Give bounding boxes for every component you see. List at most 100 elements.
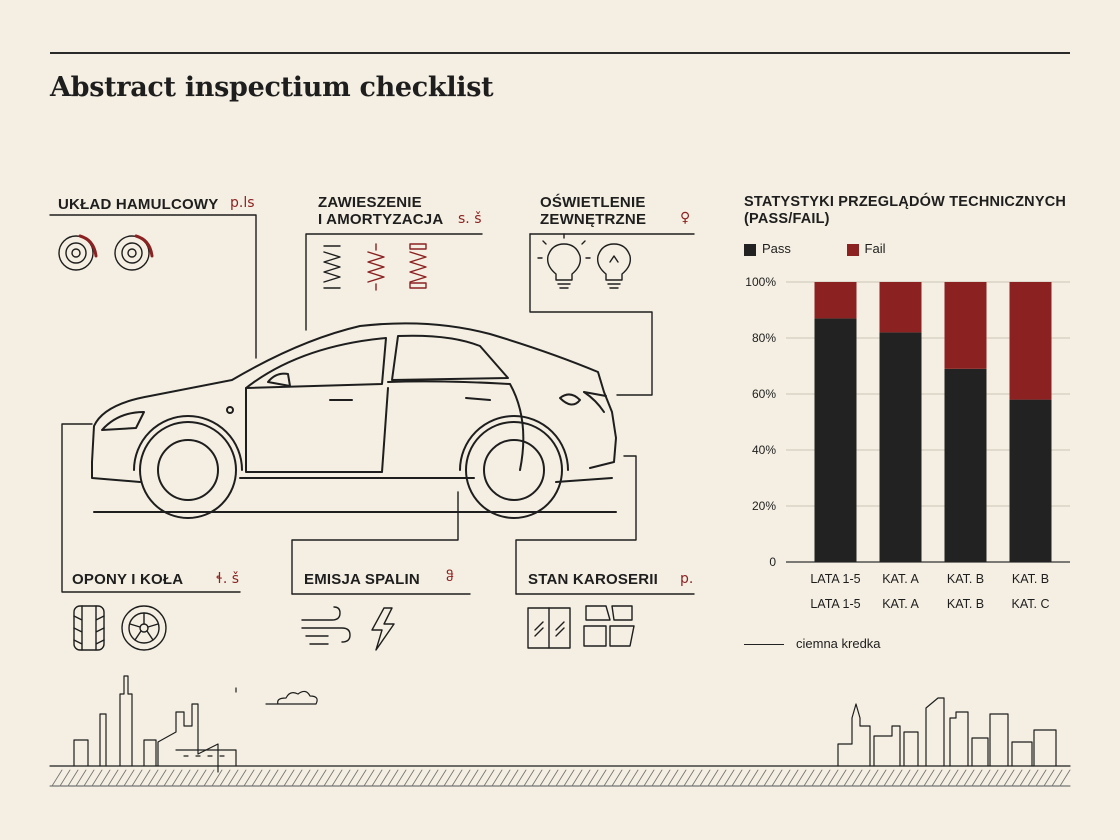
hatch-line: [387, 769, 399, 787]
top-rule: [50, 52, 1070, 54]
section-tires-note: ɬ. š: [216, 571, 240, 587]
legend-item-fail: Fail: [846, 241, 886, 256]
section-suspension-label-line2: I AMORTYZACJA: [318, 211, 444, 228]
hatch-line: [971, 769, 983, 787]
hatch-line: [859, 769, 871, 787]
section-suspension-label: ZAWIESZENIE I AMORTYZACJA: [318, 194, 443, 228]
hatch-line: [963, 769, 975, 787]
hatch-line: [1003, 769, 1015, 787]
hatch-line: [739, 769, 751, 787]
hatch-line: [1051, 769, 1063, 787]
hatch-line: [339, 769, 351, 787]
hatch-line: [195, 769, 207, 787]
chart-title-line2: (PASS/FAIL): [744, 211, 830, 227]
hatch-line: [987, 769, 999, 787]
hatch-line: [827, 769, 839, 787]
hatch-line: [747, 769, 759, 787]
hatch-line: [499, 769, 511, 787]
hatch-line: [731, 769, 743, 787]
hatch-line: [187, 769, 199, 787]
legend-label-fail: Fail: [864, 241, 886, 256]
skyline: [49, 675, 1071, 773]
legend-swatch-pass: [744, 243, 756, 256]
hatch-line: [267, 769, 279, 787]
hatch-line: [323, 769, 335, 787]
hatch-line: [243, 769, 255, 787]
hatch-line: [995, 769, 1007, 787]
hatch-line: [875, 769, 887, 787]
hatch-line: [211, 769, 223, 787]
hatch-line: [619, 769, 631, 787]
section-lighting-label-line2: ZEWNĘTRZNE: [540, 211, 647, 228]
hatch-line: [563, 769, 575, 787]
hatch-line: [699, 769, 711, 787]
hatch-line: [931, 769, 943, 787]
hatch-line: [1059, 769, 1071, 787]
chart-title-line1: STATYSTYKI PRZEGLĄDÓW TECHNICZNYCH: [744, 194, 1067, 210]
hatch-line: [635, 769, 647, 787]
legend-item-pass: Pass: [744, 241, 795, 256]
hatch-line: [51, 769, 63, 787]
page-title: Abstract inspectium checklist: [50, 72, 494, 103]
hatch-line: [683, 769, 695, 787]
hatch-line: [947, 769, 959, 787]
ground-hatch-lines: [51, 769, 1071, 787]
section-lighting-label-line1: OŚWIETLENIE: [540, 194, 646, 211]
hatch-line: [99, 769, 111, 787]
hatch-line: [91, 769, 103, 787]
section-suspension-note: s. š: [458, 211, 482, 227]
hatch-line: [979, 769, 991, 787]
hatch-line: [803, 769, 815, 787]
hatch-line: [371, 769, 383, 787]
hatch-line: [291, 769, 303, 787]
hatch-line: [1027, 769, 1039, 787]
hatch-line: [899, 769, 911, 787]
hatch-line: [763, 769, 775, 787]
hatch-line: [955, 769, 967, 787]
leader-lines: [49, 214, 695, 595]
footnote-line-swatch: [744, 644, 784, 646]
legend-label-pass: Pass: [762, 241, 791, 256]
section-suspension-label-line1: ZAWIESZENIE: [318, 194, 422, 211]
hatch-line: [131, 769, 143, 787]
hatch-line: [707, 769, 719, 787]
hatch-line: [275, 769, 287, 787]
tire-tread-icon: [73, 605, 105, 651]
hatch-line: [715, 769, 727, 787]
hatch-line: [539, 769, 551, 787]
body-panels-icon: [583, 605, 635, 647]
chart-legend: Pass Fail: [744, 241, 885, 256]
hatch-line: [851, 769, 863, 787]
hatch-line: [787, 769, 799, 787]
footnote-label: ciemna kredka: [796, 636, 881, 651]
hatch-line: [251, 769, 263, 787]
hatch-line: [755, 769, 767, 787]
hatch-line: [203, 769, 215, 787]
hatch-line: [147, 769, 159, 787]
hatch-line: [83, 769, 95, 787]
section-lighting-label: OŚWIETLENIE ZEWNĘTRZNE: [540, 194, 646, 228]
hatch-line: [891, 769, 903, 787]
hatch-line: [459, 769, 471, 787]
hatch-line: [355, 769, 367, 787]
hatch-line: [611, 769, 623, 787]
hatch-line: [115, 769, 127, 787]
hatch-line: [307, 769, 319, 787]
hatch-line: [867, 769, 879, 787]
hatch-line: [1035, 769, 1047, 787]
hatch-line: [531, 769, 543, 787]
light-bulb-icon: [596, 243, 632, 289]
hatch-line: [107, 769, 119, 787]
hatch-line: [395, 769, 407, 787]
hatch-line: [59, 769, 71, 787]
hatch-line: [67, 769, 79, 787]
section-brakes-label: UKŁAD HAMULCOWY: [58, 196, 219, 213]
hatch-line: [643, 769, 655, 787]
hatch-line: [571, 769, 583, 787]
hatch-line: [427, 769, 439, 787]
light-bulb-icon: [537, 233, 591, 289]
wind-icon: [301, 606, 351, 645]
hatch-line: [587, 769, 599, 787]
hatch-line: [475, 769, 487, 787]
